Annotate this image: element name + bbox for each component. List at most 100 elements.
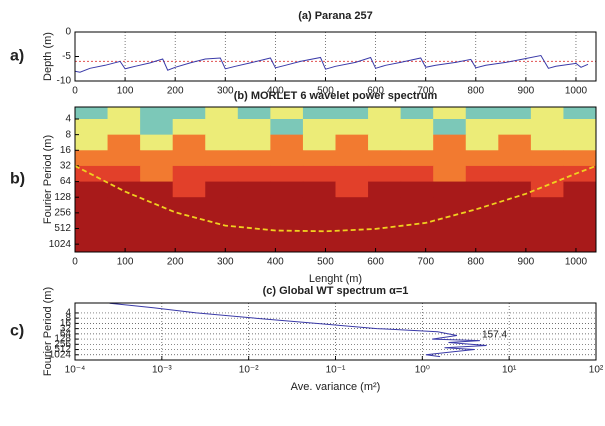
- heatmap-cell: [465, 119, 499, 136]
- heatmap-cell: [237, 181, 271, 198]
- heatmap-cell: [433, 107, 467, 120]
- heatmap-cell: [433, 134, 467, 151]
- heatmap-cell: [563, 119, 597, 136]
- heatmap-cell: [237, 212, 271, 253]
- x-tick-label: 900: [518, 86, 535, 97]
- heatmap-cell: [400, 134, 434, 151]
- heatmap-cell: [302, 150, 336, 167]
- heatmap-cell: [498, 212, 532, 253]
- heatmap-cell: [140, 134, 174, 151]
- heatmap-cell: [465, 107, 499, 120]
- heatmap-cell: [368, 212, 402, 253]
- heatmap-cell: [172, 119, 206, 136]
- heatmap-cell: [465, 181, 499, 198]
- heatmap-cell: [368, 165, 402, 183]
- heatmap-cell: [400, 107, 434, 120]
- heatmap-cell: [107, 197, 141, 214]
- x-tick-label: 400: [267, 257, 284, 268]
- heatmap-cell: [433, 150, 467, 167]
- heatmap-cell: [335, 181, 369, 198]
- heatmap-cell: [205, 197, 239, 214]
- y-tick-label: 8: [65, 129, 71, 140]
- x-tick-label: 0: [72, 86, 78, 97]
- heatmap-cell: [368, 107, 402, 120]
- heatmap-cell: [335, 134, 369, 151]
- heatmap-cell: [270, 119, 304, 136]
- heatmap-cell: [335, 150, 369, 167]
- heatmap-cell: [563, 134, 597, 151]
- heatmap-cell: [335, 165, 369, 183]
- y-tick-label: 16: [60, 318, 72, 329]
- heatmap-cell: [237, 150, 271, 167]
- heatmap-cell: [140, 150, 174, 167]
- heatmap-cell: [205, 165, 239, 183]
- heatmap-cell: [140, 119, 174, 136]
- heatmap-cell: [75, 181, 109, 198]
- heatmap-cell: [270, 107, 304, 120]
- heatmap-cell: [270, 197, 304, 214]
- heatmap-cell: [530, 150, 564, 167]
- heatmap-cell: [530, 165, 564, 183]
- y-tick-label: 256: [54, 208, 71, 219]
- heatmap-cell: [302, 119, 336, 136]
- x-tick-label: 10¹: [502, 365, 517, 376]
- y-tick-label: 64: [60, 328, 72, 339]
- heatmap-cell: [368, 119, 402, 136]
- x-axis-label: Lenght (m): [309, 273, 362, 285]
- x-tick-label: 600: [367, 257, 384, 268]
- heatmap-cell: [75, 119, 109, 136]
- heatmap-cell: [140, 212, 174, 253]
- heatmap-cell: [465, 212, 499, 253]
- heatmap-cell: [172, 107, 206, 120]
- series-line: [109, 302, 487, 358]
- heatmap-cell: [465, 134, 499, 151]
- x-tick-label: 600: [367, 86, 384, 97]
- heatmap-cell: [563, 181, 597, 198]
- x-tick-label: 500: [317, 257, 334, 268]
- heatmap-cell: [205, 212, 239, 253]
- heatmap-cell: [302, 181, 336, 198]
- heatmap-cell: [400, 119, 434, 136]
- axes-frame: [74, 106, 597, 253]
- heatmap-cell: [172, 181, 206, 198]
- x-tick-label: 700: [417, 257, 434, 268]
- y-tick-label: 8: [65, 313, 71, 324]
- x-tick-label: 300: [217, 257, 234, 268]
- y-tick-label: -10: [57, 76, 72, 87]
- heatmap-cell: [140, 181, 174, 198]
- heatmap-cell: [465, 165, 499, 183]
- panel-title: (b) MORLET 6 wavelet power spectrum: [234, 90, 438, 102]
- heatmap-cell: [498, 107, 532, 120]
- x-tick-label: 0: [72, 257, 78, 268]
- heatmap-cell: [530, 181, 564, 198]
- panel-title: (c) Global WT spectrum α=1: [263, 285, 409, 297]
- x-tick-label: 500: [317, 86, 334, 97]
- annotation: 157.4: [482, 330, 507, 341]
- heatmap-cell: [172, 197, 206, 214]
- heatmap-cell: [530, 134, 564, 151]
- heatmap-cell: [172, 134, 206, 151]
- heatmap-cell: [563, 197, 597, 214]
- heatmap-cell: [237, 165, 271, 183]
- heatmap-cell: [368, 181, 402, 198]
- x-tick-label: 400: [267, 86, 284, 97]
- y-tick-label: 4: [65, 114, 71, 125]
- y-tick-label: 1024: [49, 349, 72, 360]
- y-tick-label: 0: [65, 27, 71, 38]
- y-tick-label: 32: [60, 323, 72, 334]
- y-tick-label: 512: [54, 344, 71, 355]
- heatmap-cell: [400, 181, 434, 198]
- x-tick-label: 10⁻⁴: [65, 365, 86, 376]
- heatmap-cell: [433, 197, 467, 214]
- y-tick-label: -5: [62, 51, 71, 62]
- heatmap-cell: [75, 107, 109, 120]
- x-tick-label: 1000: [565, 86, 588, 97]
- heatmap-cell: [302, 197, 336, 214]
- heatmap-cell: [563, 165, 597, 183]
- heatmap-cell: [563, 212, 597, 253]
- x-tick-label: 200: [167, 86, 184, 97]
- heatmap-cell: [368, 150, 402, 167]
- coi: [74, 165, 597, 233]
- heatmap-cell: [368, 197, 402, 214]
- axes-frame: [74, 31, 597, 82]
